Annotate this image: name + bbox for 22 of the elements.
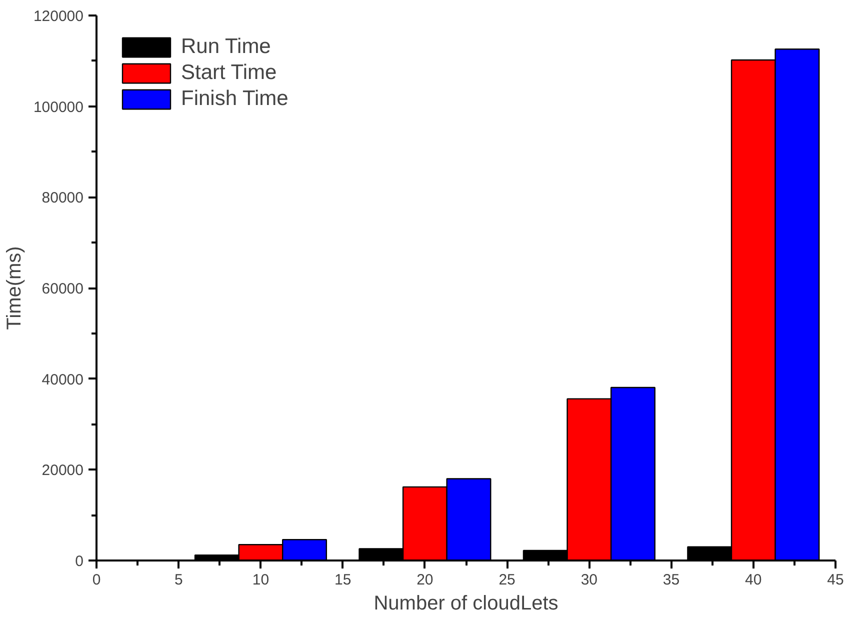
x-tick-label: 0 (92, 572, 101, 588)
x-tick-label: 10 (252, 572, 270, 588)
legend-label: Run Time (181, 35, 271, 59)
y-tick-label: 20000 (42, 462, 84, 480)
legend-label: Start Time (181, 61, 277, 85)
y-tick-label: 120000 (33, 8, 84, 25)
y-tick-label: 40000 (42, 371, 84, 388)
y-tick-label: 100000 (33, 98, 84, 116)
x-tick-label: 40 (745, 572, 762, 588)
x-tick-label: 35 (662, 572, 680, 588)
x-tick-label: 5 (174, 572, 183, 588)
x-tick-label: 15 (334, 572, 352, 588)
x-tick-label: 25 (498, 572, 516, 588)
y-tick-label: 60000 (42, 280, 84, 298)
x-tick-label: 30 (580, 572, 598, 588)
y-tick-label: 0 (75, 553, 84, 570)
legend-label: Finish Time (181, 87, 288, 111)
y-axis-title: Time(ms) (3, 246, 26, 330)
x-tick-label: 45 (827, 572, 844, 588)
x-tick-label: 20 (416, 572, 434, 588)
y-tick-label: 80000 (42, 190, 84, 207)
x-axis-title: Number of cloudLets (374, 592, 558, 614)
